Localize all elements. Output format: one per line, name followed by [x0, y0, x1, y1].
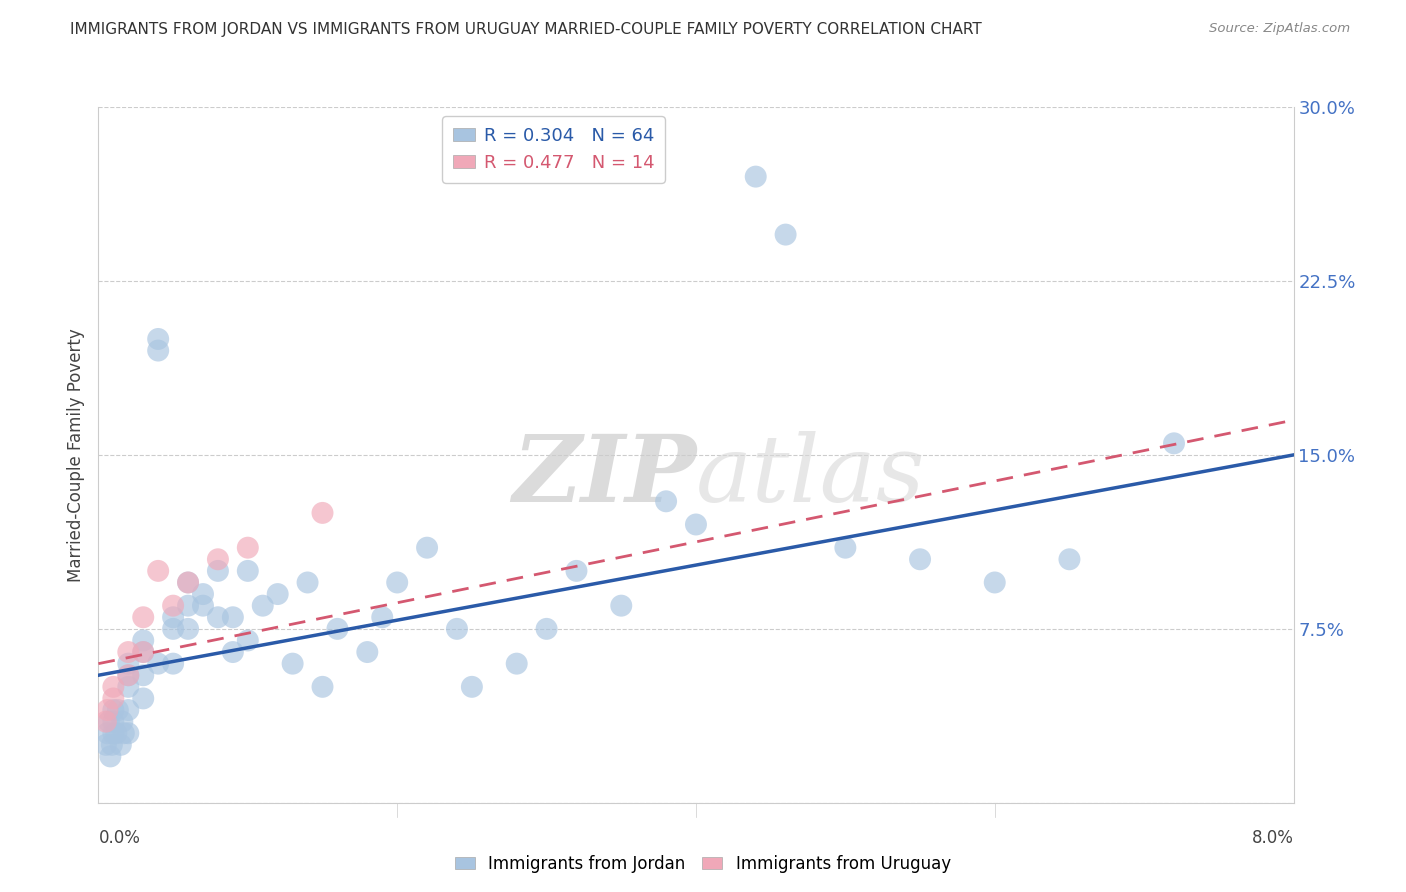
Text: IMMIGRANTS FROM JORDAN VS IMMIGRANTS FROM URUGUAY MARRIED-COUPLE FAMILY POVERTY : IMMIGRANTS FROM JORDAN VS IMMIGRANTS FRO…: [70, 22, 981, 37]
Point: [103, 703, 125, 717]
Point: [132, 610, 155, 624]
Point: [506, 657, 529, 671]
Point: [775, 227, 797, 242]
Point: [685, 517, 707, 532]
Point: [834, 541, 856, 555]
Point: [132, 633, 155, 648]
Point: [207, 564, 229, 578]
Point: [111, 714, 134, 729]
Point: [107, 703, 129, 717]
Point: [536, 622, 558, 636]
Point: [655, 494, 678, 508]
Point: [191, 587, 214, 601]
Text: Source: ZipAtlas.com: Source: ZipAtlas.com: [1209, 22, 1350, 36]
Point: [112, 726, 135, 740]
Point: [565, 564, 588, 578]
Point: [1059, 552, 1081, 566]
Point: [191, 599, 214, 613]
Point: [132, 645, 155, 659]
Point: [94, 714, 117, 729]
Point: [236, 633, 259, 648]
Point: [117, 703, 139, 717]
Point: [148, 657, 170, 671]
Point: [610, 599, 633, 613]
Point: [148, 564, 170, 578]
Legend: R = 0.304   N = 64, R = 0.477   N = 14: R = 0.304 N = 64, R = 0.477 N = 14: [441, 116, 665, 183]
Point: [222, 610, 245, 624]
Point: [117, 645, 139, 659]
Point: [222, 645, 245, 659]
Point: [385, 575, 409, 590]
Point: [311, 506, 333, 520]
Point: [117, 726, 139, 740]
Point: [117, 668, 139, 682]
Point: [162, 622, 184, 636]
Point: [252, 599, 274, 613]
Point: [132, 668, 155, 682]
Point: [97, 714, 120, 729]
Point: [117, 680, 139, 694]
Point: [281, 657, 304, 671]
Point: [236, 564, 259, 578]
Point: [207, 610, 229, 624]
Point: [103, 691, 125, 706]
Text: 8.0%: 8.0%: [1251, 829, 1294, 847]
Point: [311, 680, 333, 694]
Point: [96, 726, 118, 740]
Point: [326, 622, 349, 636]
Point: [207, 552, 229, 566]
Point: [96, 703, 118, 717]
Point: [983, 575, 1005, 590]
Y-axis label: Married-Couple Family Poverty: Married-Couple Family Poverty: [66, 328, 84, 582]
Point: [162, 610, 184, 624]
Point: [94, 738, 117, 752]
Point: [356, 645, 378, 659]
Point: [236, 541, 259, 555]
Point: [461, 680, 484, 694]
Point: [267, 587, 290, 601]
Point: [446, 622, 468, 636]
Text: ZIP: ZIP: [512, 431, 696, 521]
Point: [908, 552, 931, 566]
Legend: Immigrants from Jordan, Immigrants from Uruguay: Immigrants from Jordan, Immigrants from …: [449, 848, 957, 880]
Point: [177, 575, 200, 590]
Point: [117, 668, 139, 682]
Point: [177, 599, 200, 613]
Point: [105, 726, 128, 740]
Point: [416, 541, 439, 555]
Point: [745, 169, 768, 184]
Point: [132, 691, 155, 706]
Point: [117, 657, 139, 671]
Text: atlas: atlas: [696, 431, 925, 521]
Point: [162, 599, 184, 613]
Point: [162, 657, 184, 671]
Point: [103, 714, 125, 729]
Point: [132, 645, 155, 659]
Point: [110, 738, 132, 752]
Point: [371, 610, 394, 624]
Text: 0.0%: 0.0%: [98, 829, 141, 847]
Point: [1163, 436, 1185, 450]
Point: [148, 332, 170, 346]
Point: [103, 726, 125, 740]
Point: [297, 575, 319, 590]
Point: [177, 622, 200, 636]
Point: [177, 575, 200, 590]
Point: [148, 343, 170, 358]
Point: [101, 738, 124, 752]
Point: [103, 680, 125, 694]
Point: [98, 749, 122, 764]
